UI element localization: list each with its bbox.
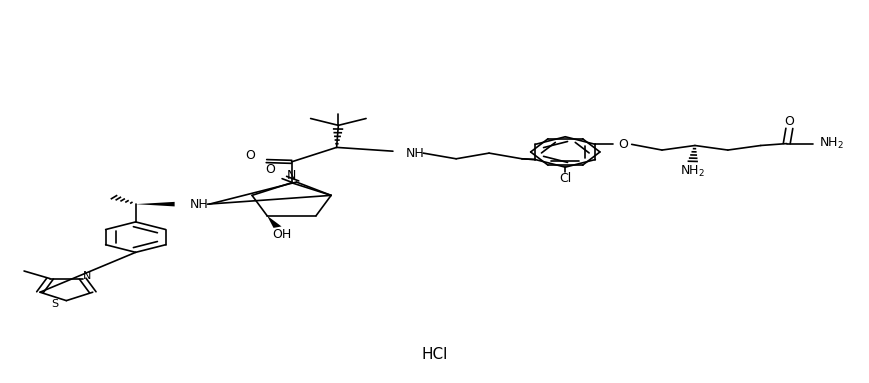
Text: NH$_2$: NH$_2$ [819, 136, 845, 151]
Polygon shape [267, 216, 282, 228]
Text: NH$_2$: NH$_2$ [680, 164, 705, 178]
Text: O: O [245, 149, 255, 162]
Text: N: N [83, 270, 91, 281]
Text: Cl: Cl [559, 172, 572, 185]
Text: O: O [785, 115, 794, 128]
Text: NH: NH [190, 198, 209, 211]
Text: S: S [51, 299, 58, 309]
Text: O: O [618, 138, 628, 151]
Text: OH: OH [272, 228, 291, 241]
Text: NH: NH [406, 147, 425, 160]
Text: HCl: HCl [421, 347, 448, 362]
Polygon shape [136, 202, 175, 206]
Text: N: N [287, 169, 296, 182]
Text: O: O [266, 164, 275, 177]
